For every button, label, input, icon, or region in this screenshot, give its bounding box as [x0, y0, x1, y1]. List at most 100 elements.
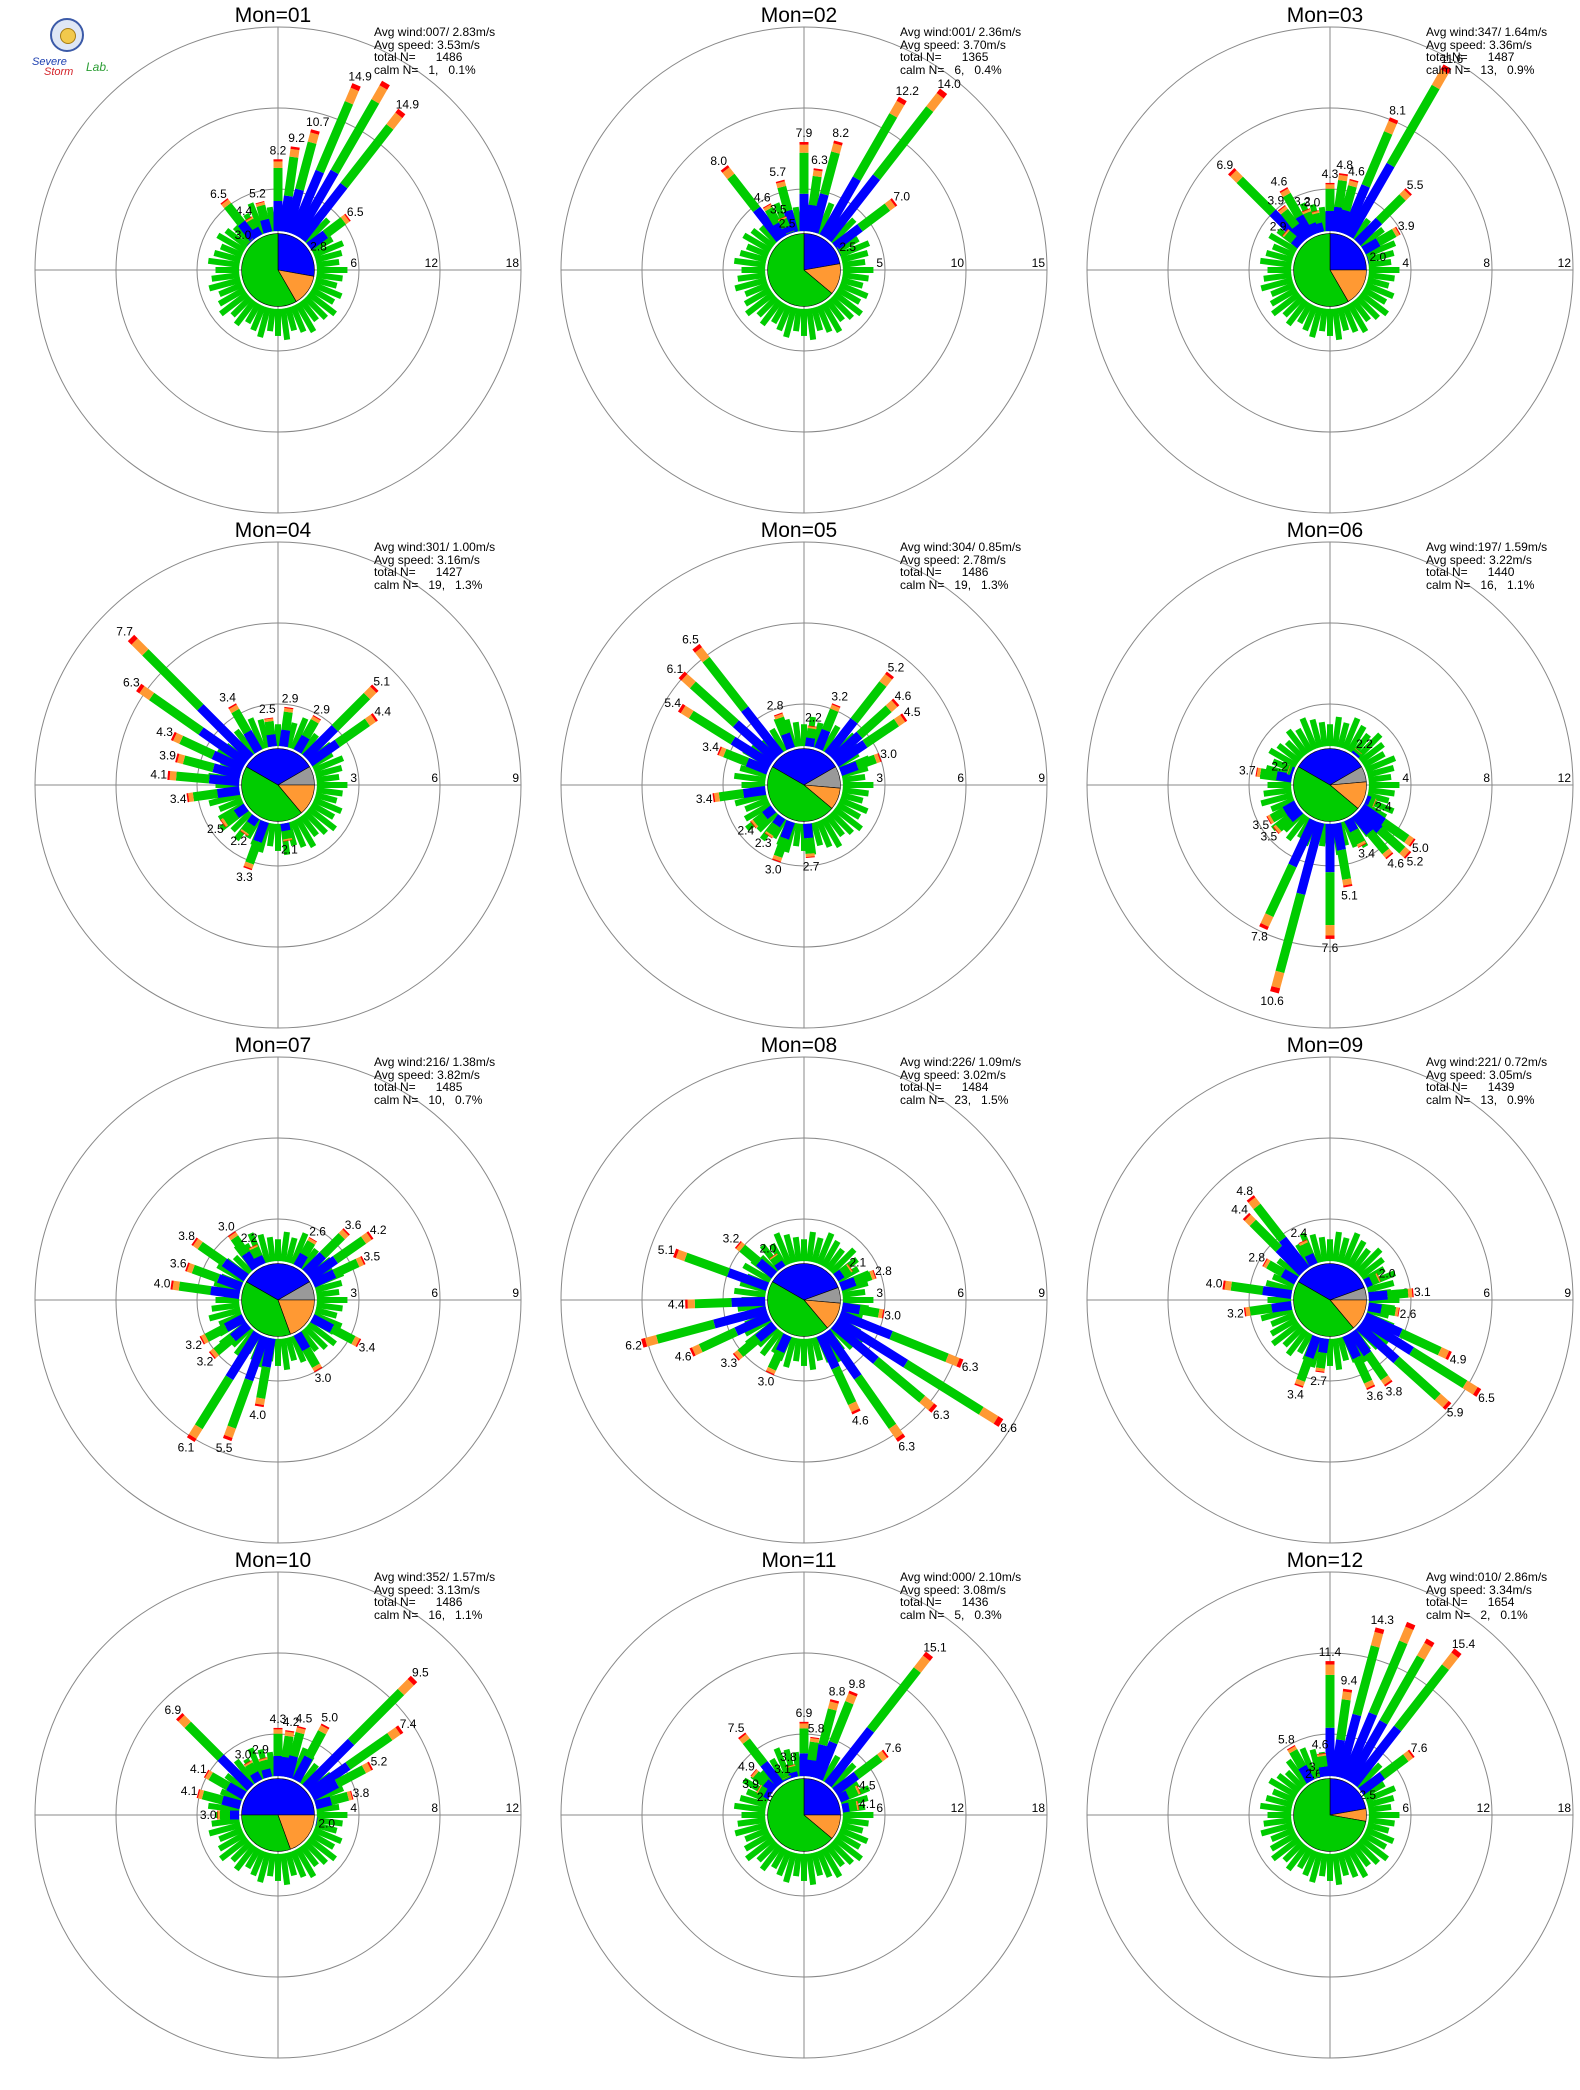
- rose-bar-minor: [1351, 1247, 1371, 1271]
- bar-value-label: 6.9: [1216, 158, 1233, 172]
- rose-bar-segment: [808, 175, 822, 206]
- ring-circle: [115, 107, 441, 433]
- rose-bar-segment: [1276, 771, 1293, 783]
- rose-bar-segment: [885, 671, 894, 680]
- bar-value-label: 3.4: [696, 792, 713, 806]
- rose-bar-minor: [733, 772, 766, 783]
- bar-value-label: 4.6: [1348, 164, 1365, 178]
- rose-bar-segment: [814, 728, 831, 751]
- rose-bar-segment: [755, 1321, 778, 1342]
- chart-title: Mon=03: [1286, 4, 1364, 27]
- rose-bar-minor: [290, 1334, 307, 1363]
- rose-bar: [293, 714, 322, 754]
- rose-bar: [186, 785, 241, 803]
- ring-tick-label: 9: [1564, 1286, 1571, 1300]
- rose-bar-segment: [1341, 184, 1370, 236]
- bar-value-label: 2.6: [309, 1224, 326, 1238]
- seal-emblem: [50, 18, 84, 52]
- wind-rose-plot: 3 6 97.76.33.42.52.92.95.14.44.33.94.13.43…: [34, 541, 522, 1029]
- rose-bar-segment: [1361, 238, 1381, 255]
- rose-bar-segment: [315, 101, 354, 174]
- center-pie-slice: [1329, 233, 1367, 271]
- rose-bar-segment: [1256, 767, 1262, 778]
- bar-value-label: 5.9: [1447, 1406, 1464, 1420]
- rose-bar: [293, 1331, 323, 1373]
- bar-value-label: 3.2: [831, 690, 848, 704]
- rose-bar-segment: [857, 203, 891, 232]
- chart-title: Mon=06: [1286, 519, 1364, 542]
- rose-bar-minor: [1346, 302, 1369, 334]
- stats-box: Avg wind:347/ 1.64m/s Avg speed: 3.36m/s t…: [1426, 26, 1547, 76]
- rose-bar-segment: [200, 1333, 209, 1344]
- rose-bar-segment: [256, 1366, 271, 1399]
- rose-bar-segment: [1296, 1355, 1314, 1382]
- rose-bar-segment: [814, 1740, 838, 1781]
- bar-value-label: 5.8: [1278, 1732, 1295, 1746]
- logo-storm: Storm: [44, 66, 74, 78]
- rose-bar-segment: [822, 1329, 862, 1380]
- rose-bar-segment: [741, 706, 784, 758]
- total-n-text: total N= 1439: [1426, 1080, 1515, 1094]
- rose-bar-segment: [1416, 1642, 1433, 1660]
- rose-bar-minor: [840, 792, 864, 804]
- rose-bar: [254, 1337, 276, 1408]
- rose-bar-segment: [809, 1743, 828, 1779]
- rose-bar-segment: [1348, 180, 1359, 188]
- rose-bar-segment: [885, 700, 898, 713]
- center-pie-slice: [241, 1281, 291, 1337]
- rose-bar: [1259, 818, 1318, 931]
- rose-bar-segment: [1353, 748, 1362, 757]
- rose-bar-segment: [220, 818, 229, 827]
- rose-bar-segment: [224, 202, 245, 226]
- rose-bar-segment: [1236, 176, 1276, 216]
- rose-bar-segment: [756, 1784, 763, 1794]
- rose-bar-segment: [1249, 1303, 1273, 1316]
- rose-bar: [1316, 1752, 1330, 1778]
- rose-bar-minor: [299, 732, 319, 756]
- rose-bar-segment: [1388, 117, 1399, 125]
- rose-bar-segment: [302, 1252, 326, 1276]
- rose-bar-segment: [1437, 1347, 1450, 1359]
- rose-bar-minor: [743, 286, 772, 307]
- rose-bar-minor: [1362, 286, 1388, 305]
- bar-value-label: 8.8: [829, 1685, 846, 1699]
- wind-rose-plot: 4 8 12 10.6 7.8 7.6 5.1 5.05.24.6 3.4 3.7 2.2 3.53.…: [1086, 541, 1574, 1029]
- rose-bar-minor: [1282, 1840, 1305, 1863]
- rose-bar: [283, 129, 320, 234]
- rose-bar-segment: [264, 720, 276, 736]
- bar-value-label: 4.1: [181, 1784, 198, 1798]
- rose-bar-segment: [255, 1397, 266, 1406]
- rose-bar-segment: [1335, 1713, 1362, 1779]
- rose-bar-minor: [1285, 814, 1309, 842]
- center-pie-slice: [241, 766, 302, 822]
- rose-bar-minor: [230, 295, 253, 318]
- rose-bar: [838, 753, 882, 776]
- center-pie-slice: [241, 1778, 315, 1816]
- bar-value-label: 4.0: [154, 1277, 171, 1291]
- rose-bar-minor: [744, 1827, 770, 1843]
- rose-bar-segment: [289, 1731, 305, 1758]
- rose-bar-minor: [1309, 718, 1323, 749]
- bar-value-label: 4.1: [859, 1797, 876, 1811]
- rose-bar-segment: [1368, 796, 1376, 807]
- rose-bar-minor: [1366, 1795, 1395, 1808]
- rose-bar-segment: [1295, 214, 1315, 239]
- bar-value-label: 2.7: [1310, 1374, 1327, 1388]
- center-pie-slice: [1293, 1778, 1367, 1852]
- rose-bar-segment: [334, 1765, 367, 1788]
- rose-bar-segment: [832, 1771, 860, 1796]
- rose-bar-segment: [1299, 1242, 1314, 1257]
- rose-bar-segment: [1290, 236, 1304, 249]
- rose-bar-minor: [312, 755, 345, 773]
- rose-bar-segment: [243, 865, 253, 871]
- bar-value-label: 2.3: [755, 836, 772, 850]
- rose-bar-segment: [212, 763, 242, 780]
- rose-bar-minor: [290, 1849, 307, 1878]
- rose-bar-segment: [788, 1771, 799, 1779]
- ring-circle: [1167, 1137, 1493, 1463]
- rose-bar-segment: [777, 216, 787, 222]
- rose-bar-minor: [1284, 1769, 1305, 1790]
- rose-bar-segment: [301, 719, 319, 740]
- rose-bar-minor: [1364, 282, 1395, 300]
- avg-speed-text: Avg speed: 3.08m/s: [900, 1582, 1006, 1597]
